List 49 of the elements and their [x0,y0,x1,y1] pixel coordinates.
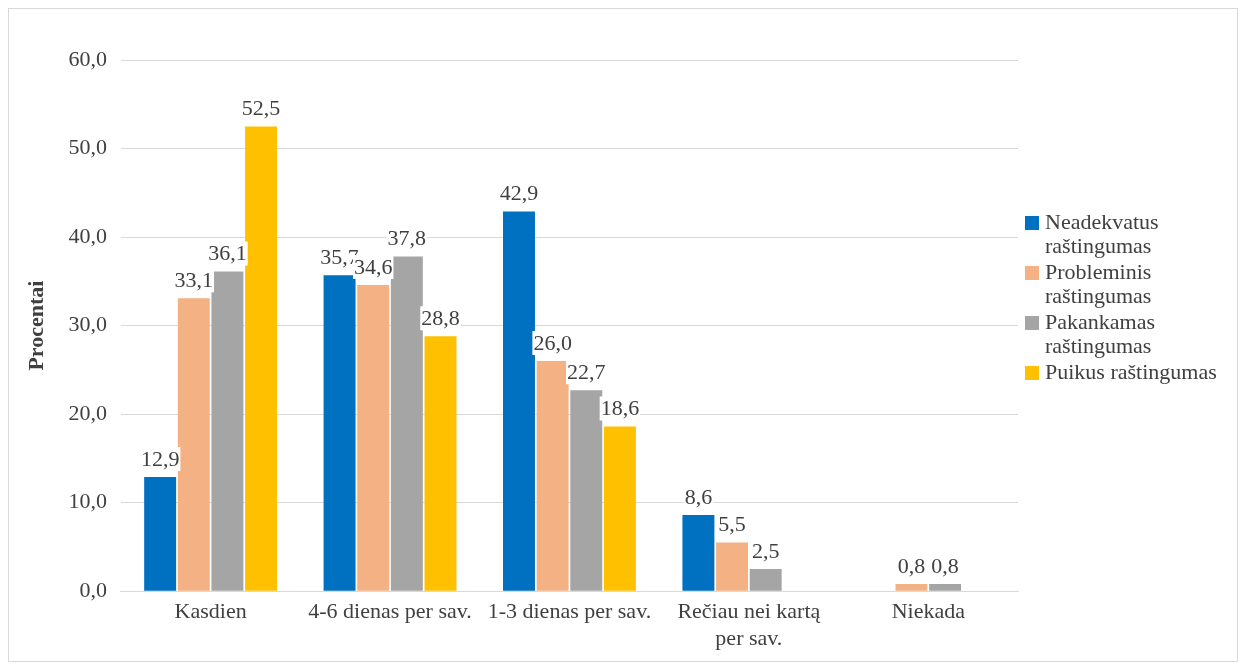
data-label: 26,0 [533,329,572,355]
data-label: 0,8 [897,552,926,578]
bar [177,298,210,591]
y-tick-label: 20,0 [68,399,107,425]
data-label: 37,8 [387,225,427,251]
bar [357,284,390,591]
y-tick-label: 50,0 [68,134,107,160]
bar [424,336,457,591]
legend-label: Probleminis raštingumas [1045,259,1153,308]
legend-label: Neadekvatus raštingumas [1045,209,1160,258]
y-tick-label: 40,0 [68,222,107,248]
data-label: 36,1 [208,240,247,266]
bar [682,515,715,591]
y-tick-label: 0,0 [79,576,107,602]
data-label: 12,9 [140,445,180,471]
x-tick-label: 4-6 dienas per sav. [308,598,472,624]
data-label: 52,5 [241,95,281,121]
bar [716,542,749,591]
x-tick-label: Kasdien [174,598,247,624]
bar [503,211,535,591]
data-label: 2,5 [751,537,780,563]
bar [536,361,569,591]
bar [895,584,928,591]
x-tick-label: Niekada [891,598,966,624]
bar [929,584,962,591]
data-label: 0,8 [931,552,959,578]
bar [603,426,636,591]
bar [245,126,278,591]
bar [390,256,423,591]
data-label: 8,6 [684,483,713,509]
bar [144,476,177,591]
bar [570,390,603,591]
y-axis-title: Procentai [22,280,48,371]
data-label: 5,5 [718,511,746,537]
data-label: 22,7 [567,359,606,385]
y-tick-label: 10,0 [68,488,107,514]
legend-label: Pakankamas raštingumas [1045,309,1156,358]
bar [749,569,782,591]
data-label: 18,6 [600,395,640,421]
y-tick-label: 60,0 [68,45,107,71]
bar [211,271,244,591]
data-label: 28,8 [421,305,460,331]
bar [323,275,356,591]
data-label: 42,9 [499,180,539,206]
y-tick-label: 30,0 [68,311,107,337]
x-tick-label: 1-3 dienas per sav. [487,598,652,624]
data-label: 33,1 [174,266,214,292]
x-tick-label: Rečiau nei kartą per sav. [677,598,821,650]
legend-label: Puikus raštingumas [1045,359,1217,384]
